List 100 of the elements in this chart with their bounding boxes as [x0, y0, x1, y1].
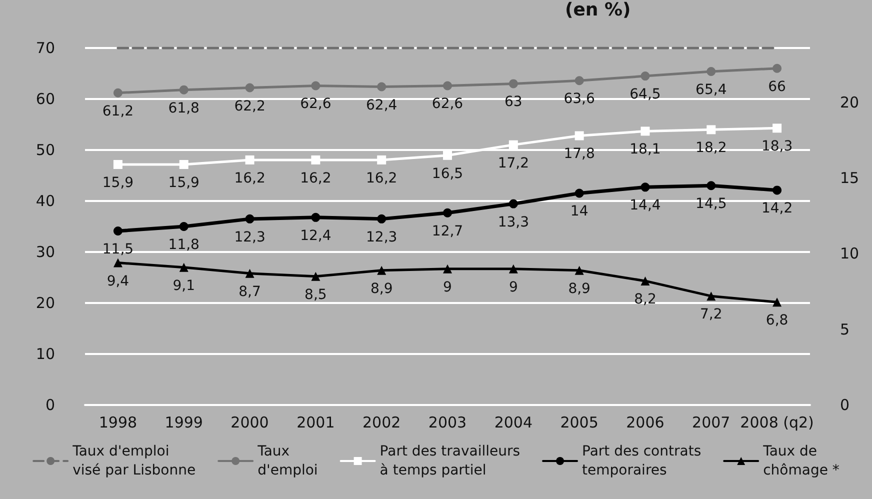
y-tick-label: 30	[36, 243, 55, 261]
point	[113, 258, 122, 268]
data-label: 16,2	[234, 170, 266, 186]
y2-tick-label: 10	[840, 244, 860, 263]
data-label: 17,2	[498, 155, 529, 172]
data-label: 9	[443, 279, 452, 296]
point	[574, 266, 584, 275]
point	[245, 214, 254, 224]
x-tick-label: 2001	[296, 414, 335, 432]
point	[574, 131, 584, 140]
point	[179, 222, 188, 231]
y-tick-label: 70	[36, 39, 55, 57]
data-label: 11,8	[168, 237, 200, 253]
point	[443, 208, 452, 218]
y-tick-label: 60	[36, 90, 55, 108]
point	[311, 272, 320, 281]
x-tick-label: 2002	[362, 414, 401, 432]
point	[179, 262, 188, 272]
point	[508, 79, 518, 88]
data-label: 8,5	[304, 286, 327, 303]
y-tick-label: 40	[36, 192, 55, 210]
point	[508, 199, 518, 208]
data-label: 63,6	[564, 91, 595, 108]
data-label: 17,8	[564, 146, 595, 162]
x-tick-label: 2004	[494, 414, 533, 432]
point	[772, 186, 782, 195]
point	[245, 268, 254, 278]
data-label: 8,7	[238, 284, 261, 300]
point	[706, 181, 716, 190]
data-label: 15,9	[102, 174, 134, 191]
data-label: 61,8	[168, 100, 200, 116]
legend-label: Taux d'emploi visé par Lisbonne	[72, 444, 196, 478]
point	[772, 64, 782, 73]
data-label: 62,6	[432, 96, 464, 112]
data-label: 16,2	[300, 170, 332, 186]
point	[245, 155, 254, 164]
y2-tick-label: 15	[840, 169, 860, 188]
point	[311, 155, 320, 164]
data-label: 62,6	[300, 96, 332, 112]
y-tick-label: 20	[36, 294, 55, 312]
point	[113, 88, 122, 98]
point	[377, 155, 386, 164]
legend-label: Taux d'emploi	[256, 444, 318, 478]
data-label: 9,1	[172, 278, 195, 294]
data-label: 16,2	[366, 170, 398, 186]
point	[706, 66, 716, 76]
point	[508, 140, 518, 150]
point	[377, 82, 386, 92]
x-tick-label: 2005	[560, 414, 598, 432]
point	[377, 214, 386, 224]
point	[113, 160, 122, 169]
data-label: 14,5	[696, 196, 727, 212]
point	[706, 125, 716, 134]
point	[640, 182, 650, 192]
point	[113, 226, 122, 236]
data-label: 64,5	[630, 86, 661, 103]
data-label: 7,2	[700, 306, 722, 323]
data-label: 12,7	[432, 223, 464, 240]
x-tick-label: 2006	[626, 414, 664, 432]
point	[377, 266, 386, 275]
point	[311, 81, 320, 90]
data-label: 6,8	[766, 312, 788, 329]
point	[640, 126, 650, 136]
point	[443, 150, 452, 160]
data-label: 9	[508, 279, 518, 296]
point	[574, 76, 584, 86]
point	[311, 212, 320, 222]
data-label: 9,4	[106, 273, 130, 290]
legend-label: Part des travailleurs à temps partiel	[380, 444, 520, 478]
data-label: 65,4	[696, 82, 727, 98]
data-label: 14,2	[761, 200, 793, 217]
data-label: 18,2	[696, 140, 727, 156]
data-label: 8,9	[370, 280, 393, 297]
point	[245, 83, 254, 92]
point	[640, 276, 650, 286]
data-label: 15,9	[168, 174, 200, 191]
legend-label: Taux de chômage *	[762, 444, 840, 478]
y2-tick-label: 5	[840, 320, 850, 338]
y2-tick-label: 0	[840, 396, 850, 414]
data-label: 61,2	[102, 103, 134, 120]
point	[772, 298, 782, 307]
data-label: 12,3	[234, 229, 266, 246]
x-tick-label: 2003	[428, 414, 467, 432]
data-label: 18,3	[761, 138, 793, 155]
legend-label: Part des contrats temporaires	[582, 444, 702, 478]
point	[640, 72, 650, 81]
data-label: 14,4	[630, 198, 661, 214]
data-label: 62,4	[366, 97, 398, 114]
point	[179, 85, 188, 94]
data-label: 62,2	[234, 98, 266, 114]
data-label: 11,5	[102, 242, 134, 258]
point	[508, 264, 518, 274]
x-tick-label: 2000	[230, 414, 269, 432]
data-label: 8,2	[634, 291, 656, 308]
data-label: 12,3	[366, 229, 398, 246]
y-tick-label: 0	[45, 396, 55, 414]
data-label: 8,9	[568, 280, 590, 297]
x-tick-label: 1999	[164, 414, 203, 432]
data-label: 13,3	[498, 214, 529, 230]
point	[706, 292, 716, 301]
